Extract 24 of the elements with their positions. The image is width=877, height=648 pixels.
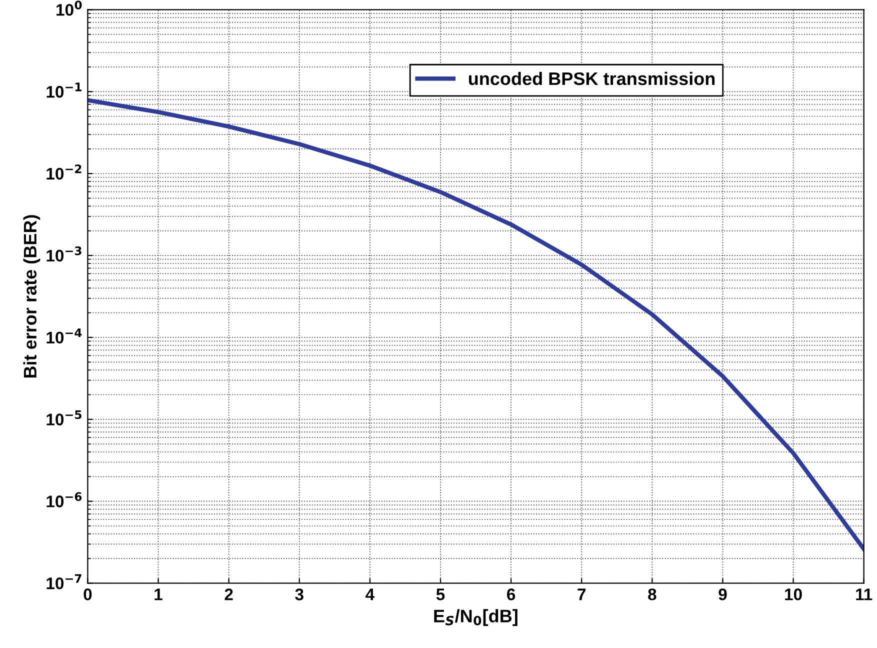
x-axis-title: E$_{S}$/N$_{0}$[dB]: [434, 609, 518, 626]
y-tick-label: 10$^{−2}$: [46, 164, 82, 180]
x-tick-label: 1: [154, 588, 162, 600]
y-tick-label: 10$^{−7}$: [46, 574, 82, 590]
x-tick-label: 4: [366, 588, 374, 600]
y-tick-label: 10$^{−6}$: [46, 492, 82, 508]
x-tick-label: 6: [507, 588, 516, 600]
x-tick-label: 2: [224, 588, 233, 600]
x-tick-label: 8: [648, 588, 656, 600]
y-tick-label: 10$^{−4}$: [46, 328, 82, 344]
y-tick-label: 10$^{0}$: [56, 0, 82, 16]
x-tick-label: 7: [578, 588, 586, 600]
x-tick-label: 5: [436, 588, 445, 600]
y-axis-title: Bit error rate (BER): [23, 215, 40, 378]
x-tick-label: 0: [84, 588, 92, 600]
legend-label: uncoded BPSK transmission: [468, 72, 715, 86]
y-tick-label: 10$^{−3}$: [46, 246, 82, 262]
x-tick-label: 11: [856, 588, 872, 600]
x-tick-label: 10: [785, 588, 802, 600]
x-tick-label: 3: [295, 588, 304, 600]
y-tick-label: 10$^{−5}$: [46, 410, 82, 426]
line-series: [88, 98, 864, 552]
x-tick-label: 9: [718, 588, 727, 600]
y-tick-label: 10$^{−1}$: [46, 82, 82, 98]
